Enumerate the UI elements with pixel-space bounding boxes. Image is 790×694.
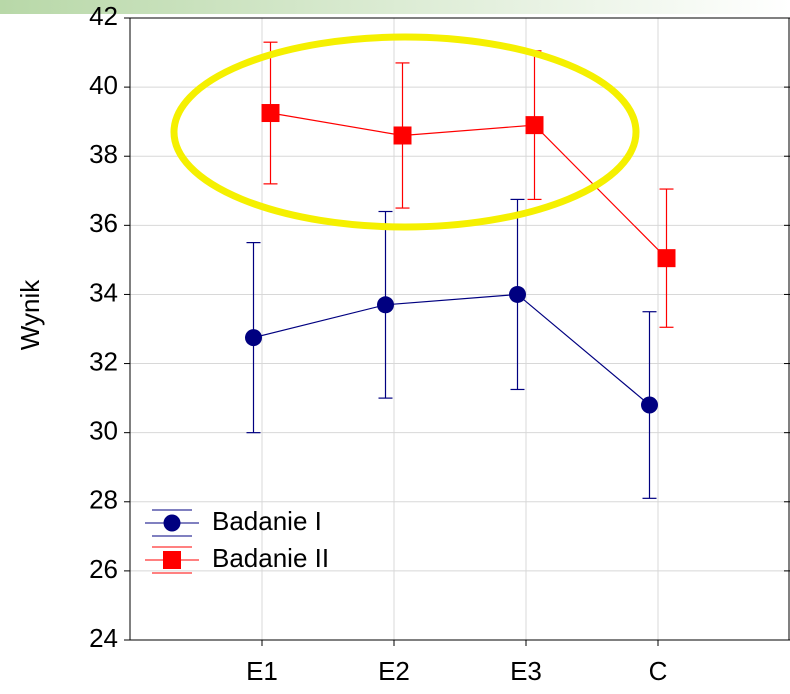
y-axis-label: Wynik xyxy=(15,279,45,351)
legend-marker xyxy=(163,514,181,532)
marker xyxy=(377,296,394,314)
y-tick-label: 34 xyxy=(89,277,118,307)
y-tick-label: 36 xyxy=(89,208,118,238)
y-tick-label: 32 xyxy=(89,346,118,376)
x-tick-label: E1 xyxy=(246,656,278,686)
marker xyxy=(393,126,412,145)
y-tick-label: 26 xyxy=(89,554,118,584)
marker xyxy=(657,249,676,268)
y-tick-label: 28 xyxy=(89,485,118,515)
plot-frame xyxy=(129,17,790,641)
legend-label: Badanie II xyxy=(212,543,329,573)
x-tick-label: C xyxy=(649,656,668,686)
series-line xyxy=(270,112,667,259)
top-bar xyxy=(0,0,790,14)
x-tick-label: E2 xyxy=(378,656,410,686)
y-tick-label: 42 xyxy=(89,1,118,31)
y-tick-label: 40 xyxy=(89,70,118,100)
marker xyxy=(245,329,262,347)
y-tick-label: 30 xyxy=(89,416,118,446)
marker xyxy=(261,104,280,123)
marker xyxy=(525,116,544,135)
marker xyxy=(509,285,526,303)
x-tick-label: E3 xyxy=(510,656,542,686)
marker xyxy=(641,396,658,414)
series-line xyxy=(253,293,650,406)
highlight-ellipse xyxy=(170,33,640,231)
y-tick-label: 38 xyxy=(89,139,118,169)
legend-marker xyxy=(163,551,181,569)
y-tick-label: 24 xyxy=(89,623,118,653)
legend-label: Badanie I xyxy=(212,506,322,536)
